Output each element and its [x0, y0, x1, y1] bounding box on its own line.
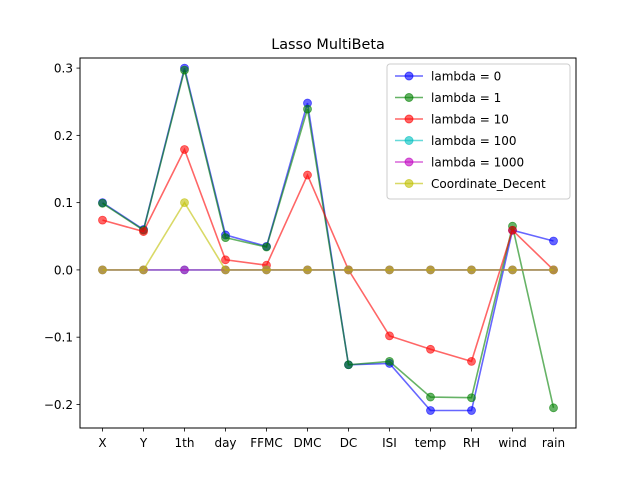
series-point	[385, 331, 394, 341]
x-tick-label: X	[98, 436, 106, 450]
legend-marker	[404, 71, 414, 81]
series-point	[508, 225, 517, 235]
series-group	[98, 198, 558, 275]
series-point	[344, 265, 353, 275]
y-axis: −0.2 −0.1 0.0 0.1 0.2 0.3	[44, 62, 80, 412]
legend-marker	[404, 179, 414, 188]
series-point	[98, 265, 107, 275]
series-point	[180, 198, 189, 208]
series-point	[221, 233, 230, 243]
series-point	[426, 344, 435, 354]
series-point	[467, 393, 476, 403]
series-line	[102, 147, 555, 363]
series-point	[549, 236, 558, 246]
y-tick-label: −0.2	[44, 398, 73, 412]
x-tick-label: ISI	[382, 436, 397, 450]
series-point	[467, 356, 476, 366]
series-point	[344, 360, 353, 370]
series-point	[262, 242, 271, 252]
series-layer	[98, 63, 558, 415]
series-point	[549, 403, 558, 413]
series-point	[180, 145, 189, 154]
series-point	[467, 265, 476, 275]
legend-marker	[404, 136, 414, 145]
x-axis: X Y 1th day FFMC DMC DC ISI temp RH wind rain	[98, 428, 565, 450]
x-tick-label: 1th	[175, 436, 195, 450]
plot-frame	[79, 57, 577, 429]
y-tick-label: 0.2	[54, 129, 73, 143]
series-point	[426, 406, 435, 415]
series-point	[303, 104, 312, 114]
x-tick-label: day	[214, 436, 236, 450]
series-point	[139, 227, 148, 236]
y-tick-label: 0.0	[54, 263, 73, 277]
legend-marker	[404, 114, 414, 124]
legend-marker	[404, 157, 414, 167]
series-point	[180, 65, 189, 75]
series-point	[303, 170, 312, 180]
legend-label: lambda = 100	[431, 134, 517, 148]
series-point	[385, 265, 394, 275]
y-tick-label: 0.1	[54, 196, 73, 210]
x-tick-label: DMC	[294, 436, 322, 450]
series-line	[102, 201, 554, 271]
legend-label: lambda = 10	[431, 113, 509, 127]
series-group	[98, 145, 558, 366]
series-point	[549, 265, 558, 275]
legend-label: lambda = 0	[431, 70, 501, 84]
series-point	[180, 265, 189, 275]
legend-marker	[404, 93, 414, 102]
y-tick-label: 0.3	[54, 62, 73, 76]
series-point	[303, 265, 312, 275]
legend-box	[386, 63, 571, 200]
chart-title: Lasso MultiBeta	[271, 37, 385, 53]
series-point	[508, 265, 517, 275]
x-tick-label: wind	[498, 436, 526, 450]
x-tick-label: FFMC	[250, 436, 283, 450]
legend-label: lambda = 1	[431, 91, 501, 105]
series-point	[139, 265, 148, 275]
series-point	[467, 406, 476, 415]
series-point	[221, 265, 230, 275]
x-tick-label: temp	[415, 436, 446, 450]
x-tick-label: DC	[340, 436, 358, 450]
x-tick-label: RH	[463, 436, 480, 450]
x-tick-label: Y	[139, 436, 148, 450]
y-tick-label: −0.1	[44, 331, 73, 345]
legend-label: Coordinate_Decent	[431, 177, 546, 191]
legend-label: lambda = 1000	[431, 156, 524, 170]
x-tick-label: rain	[542, 436, 565, 450]
series-point	[221, 255, 230, 265]
series-point	[98, 198, 107, 208]
series-point	[262, 265, 271, 275]
series-point	[426, 392, 435, 402]
legend: lambda = 0 lambda = 1 lambda = 10 lambda = …	[386, 63, 571, 200]
series-point	[426, 265, 435, 275]
series-point	[98, 215, 107, 225]
series-line	[102, 69, 555, 408]
series-point	[385, 356, 394, 366]
